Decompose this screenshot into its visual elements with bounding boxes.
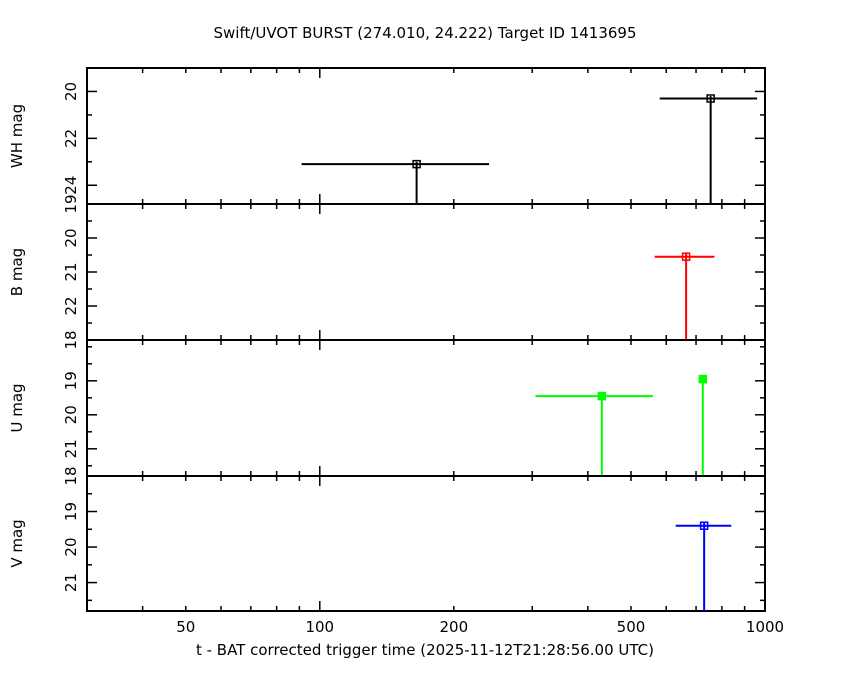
y-tick-label: 18 <box>62 466 80 485</box>
y-tick-label: 21 <box>62 262 80 281</box>
y-tick-label: 20 <box>62 538 80 557</box>
y-tick-label: 24 <box>62 176 80 195</box>
point-marker <box>699 521 709 530</box>
panel-b: 20 21 22 18 B mag <box>8 203 766 350</box>
x-tick-label: 50 <box>176 618 195 636</box>
data-point-b <box>654 252 715 340</box>
point-marker <box>681 252 691 261</box>
data-point-wh <box>301 159 490 204</box>
y-axis-label-b: B mag <box>8 248 26 296</box>
panel-frame <box>86 203 766 341</box>
data-point-u <box>535 391 653 476</box>
x-tick-label: 500 <box>617 618 646 636</box>
chart-title: Swift/UVOT BURST (274.010, 24.222) Targe… <box>213 24 636 42</box>
y-tick-label: 19 <box>62 502 80 521</box>
y-tick-label: 22 <box>62 129 80 148</box>
y-tick-label: 21 <box>62 439 80 458</box>
data-point-v <box>675 521 732 611</box>
data-point-wh <box>659 94 758 204</box>
x-tick-label: 100 <box>305 618 334 636</box>
point-marker <box>412 159 421 169</box>
panel-frame <box>86 339 766 477</box>
x-tick-labels: 50 100 200 500 1000 <box>176 618 784 636</box>
y-tick-label: 22 <box>62 296 80 315</box>
y-tick-label: 19 <box>62 194 80 213</box>
y-tick-label: 20 <box>62 405 80 424</box>
y-tick-label: 20 <box>62 228 80 247</box>
point-marker <box>706 94 715 103</box>
data-point-u <box>698 374 708 476</box>
panel-frame <box>86 67 766 205</box>
x-tick-label: 1000 <box>746 618 784 636</box>
x-axis-label: t - BAT corrected trigger time (2025-11-… <box>196 641 654 659</box>
panel-u: 19 20 21 18 U mag <box>8 339 766 486</box>
y-axis-label-v: V mag <box>8 519 26 567</box>
y-tick-label: 20 <box>62 82 80 101</box>
y-tick-label: 18 <box>62 330 80 349</box>
y-tick-label: 21 <box>62 573 80 592</box>
x-tick-label: 200 <box>439 618 468 636</box>
point-marker <box>698 374 708 384</box>
y-axis-label-u: U mag <box>8 383 26 432</box>
panel-v: 19 20 21 V mag <box>8 475 766 612</box>
y-tick-label: 19 <box>62 371 80 390</box>
y-axis-label-wh: WH mag <box>8 104 26 168</box>
point-marker <box>597 391 607 401</box>
panel-frame <box>86 475 766 612</box>
